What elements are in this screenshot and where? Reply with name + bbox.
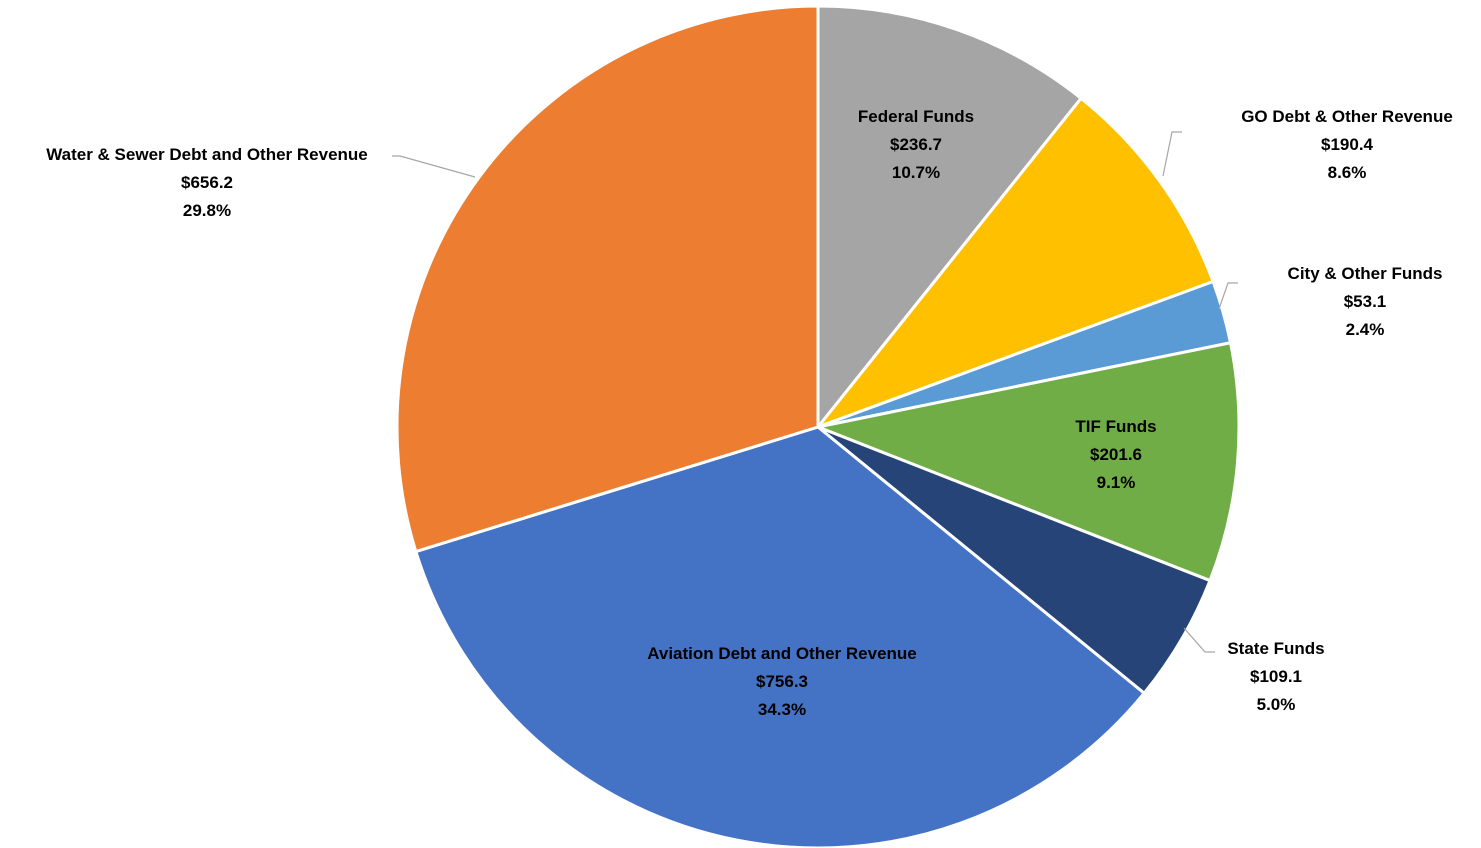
data-label-tif-funds: TIF Funds $201.6 9.1% bbox=[1075, 417, 1156, 492]
data-label-value: $756.3 bbox=[756, 672, 808, 691]
data-label-percent: 8.6% bbox=[1328, 163, 1367, 182]
leader-line-city-and-other-funds bbox=[1218, 282, 1238, 310]
data-label-name: GO Debt & Other Revenue bbox=[1241, 107, 1453, 126]
pie-slice-go-debt-and-other-revenue bbox=[816, 96, 1215, 429]
leader-line-state-funds bbox=[1183, 627, 1215, 653]
leader-line-water-and-sewer-debt-and-other-revenue bbox=[392, 155, 476, 178]
data-label-aviation-debt-and-other-revenue: Aviation Debt and Other Revenue $756.3 34.… bbox=[647, 644, 917, 719]
data-label-percent: 2.4% bbox=[1346, 320, 1385, 339]
data-label-value: $201.6 bbox=[1090, 445, 1142, 464]
data-label-percent: 9.1% bbox=[1097, 473, 1136, 492]
data-label-water-and-sewer-debt-and-other-revenue: Water & Sewer Debt and Other Revenue $656… bbox=[46, 145, 368, 220]
leader-line-go-debt-and-other-revenue bbox=[1162, 131, 1182, 177]
data-label-percent: 10.7% bbox=[892, 163, 940, 182]
data-label-percent: 34.3% bbox=[758, 700, 806, 719]
data-label-percent: 29.8% bbox=[183, 201, 231, 220]
data-label-federal-funds: Federal Funds $236.7 10.7% bbox=[858, 107, 974, 182]
data-label-percent: 5.0% bbox=[1257, 695, 1296, 714]
data-label-go-debt-and-other-revenue: GO Debt & Other Revenue $190.4 8.6% bbox=[1241, 107, 1453, 182]
data-label-name: State Funds bbox=[1227, 639, 1324, 658]
data-label-state-funds: State Funds $109.1 5.0% bbox=[1227, 639, 1324, 714]
pie-slice-tif-funds bbox=[816, 341, 1241, 583]
pie-slice-water-and-sewer-debt-and-other-revenue bbox=[395, 4, 820, 554]
data-label-name: Aviation Debt and Other Revenue bbox=[647, 644, 917, 663]
data-label-value: $236.7 bbox=[890, 135, 942, 154]
data-label-value: $190.4 bbox=[1321, 135, 1374, 154]
data-label-value: $656.2 bbox=[181, 173, 233, 192]
data-label-value: $109.1 bbox=[1250, 667, 1302, 686]
data-label-name: TIF Funds bbox=[1075, 417, 1156, 436]
pie-slice-federal-funds bbox=[816, 4, 1083, 429]
data-label-name: City & Other Funds bbox=[1288, 264, 1443, 283]
data-label-value: $53.1 bbox=[1344, 292, 1387, 311]
data-label-name: Water & Sewer Debt and Other Revenue bbox=[46, 145, 368, 164]
pie-slice-aviation-debt-and-other-revenue bbox=[414, 425, 1146, 848]
data-label-city-and-other-funds: City & Other Funds $53.1 2.4% bbox=[1288, 264, 1443, 339]
leader-lines bbox=[392, 131, 1238, 653]
pie-slices bbox=[395, 4, 1241, 848]
data-label-name: Federal Funds bbox=[858, 107, 974, 126]
data-labels: Federal Funds $236.7 10.7% GO Debt & Other … bbox=[46, 107, 1453, 719]
